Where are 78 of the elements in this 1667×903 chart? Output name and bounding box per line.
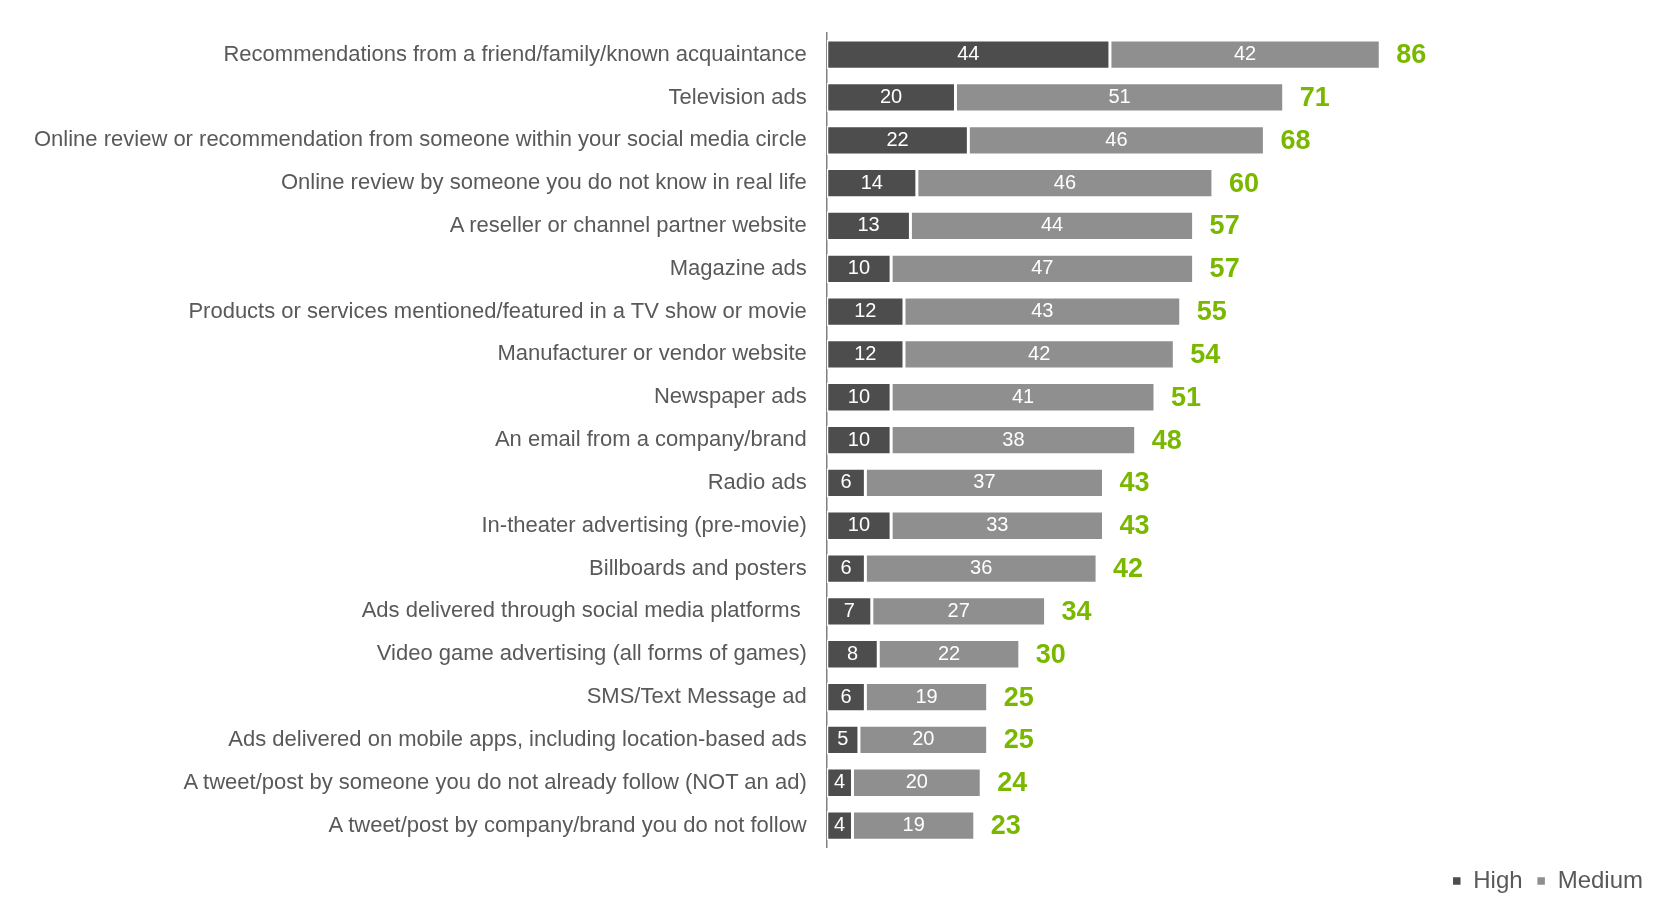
total-label: 86 — [1396, 39, 1427, 70]
total-label: 60 — [1228, 167, 1259, 198]
data-label: 8 — [846, 641, 859, 664]
y-tick-label: Video game advertising (all forms of games) — [376, 640, 807, 666]
total-label: 51 — [1170, 381, 1202, 412]
total-label: 25 — [1003, 681, 1034, 712]
y-tick-label: A tweet/post by someone you do not already follow (NOT an ad) — [183, 768, 807, 794]
total-label: 55 — [1196, 296, 1227, 327]
data-label: 7 — [843, 598, 855, 621]
y-tick-label: Ads delivered through social media platforms — [361, 597, 807, 623]
legend-label: High — [1473, 865, 1523, 893]
data-label: 10 — [847, 256, 871, 279]
data-label: 43 — [1031, 299, 1054, 322]
total-label: 68 — [1280, 124, 1311, 155]
data-label: 46 — [1105, 127, 1128, 150]
data-label: 6 — [840, 684, 852, 707]
y-tick-label: Online review or recommendation from someone within your social media circle — [34, 126, 807, 152]
total-label: 42 — [1113, 553, 1144, 584]
data-label: 10 — [847, 427, 871, 450]
y-tick-label: Manufacturer or vendor website — [497, 340, 807, 366]
y-tick-label: An email from a company/brand — [494, 426, 807, 452]
total-label: 43 — [1119, 467, 1150, 498]
data-label: 20 — [880, 84, 903, 107]
data-label: 6 — [840, 470, 852, 493]
data-label: 42 — [1028, 341, 1051, 364]
legend-label: Medium — [1557, 865, 1643, 893]
data-label: 27 — [947, 598, 970, 621]
y-tick-label: Newspaper ads — [653, 383, 807, 409]
y-tick-label: Magazine ads — [669, 254, 807, 280]
total-label: 71 — [1299, 81, 1330, 112]
y-tick-label: Recommendations from a friend/family/known acquaintance — [223, 40, 807, 66]
data-label: 51 — [1108, 84, 1131, 107]
y-tick-label: Online review by someone you do not know in real life — [280, 169, 807, 195]
y-tick-label: Television ads — [668, 83, 807, 109]
total-label: 48 — [1151, 424, 1182, 455]
data-label: 12 — [854, 299, 877, 322]
data-label: 14 — [860, 170, 883, 193]
data-label: 4 — [834, 813, 846, 836]
data-label: 42 — [1233, 42, 1257, 65]
total-label: 24 — [997, 767, 1028, 798]
data-label: 36 — [970, 556, 993, 579]
y-tick-label: A tweet/post by company/brand you do not follow — [328, 811, 807, 837]
data-label: 41 — [1011, 384, 1035, 407]
data-label: 20 — [905, 770, 928, 793]
data-label: 19 — [915, 684, 938, 707]
total-label: 23 — [990, 810, 1021, 841]
data-label: 46 — [1053, 170, 1077, 193]
data-label: 12 — [854, 341, 877, 364]
data-label: 44 — [957, 42, 980, 65]
y-tick-label: SMS/Text Message ad — [586, 683, 807, 709]
y-tick-label: Radio ads — [707, 468, 807, 494]
y-tick-label: A reseller or channel partner website — [449, 212, 807, 237]
data-label: 4 — [834, 770, 846, 793]
data-label: 10 — [847, 384, 871, 407]
data-label: 5 — [837, 727, 849, 750]
total-label: 57 — [1209, 210, 1240, 241]
data-label: 37 — [973, 470, 996, 493]
data-label: 10 — [847, 513, 871, 536]
total-label: 30 — [1035, 638, 1066, 669]
total-label: 25 — [1003, 724, 1034, 755]
data-label: 6 — [840, 556, 852, 579]
data-label: 33 — [986, 513, 1009, 536]
y-tick-label: Products or services mentioned/featured in a TV show or movie — [188, 297, 807, 323]
y-tick-label: In-theater advertising (pre-movie) — [481, 511, 807, 537]
data-label: 47 — [1031, 256, 1054, 279]
total-label: 57 — [1209, 253, 1240, 284]
data-label: 13 — [857, 213, 880, 236]
data-label: 20 — [912, 727, 935, 750]
total-label: 34 — [1061, 595, 1092, 626]
data-label: 22 — [937, 641, 961, 664]
data-label: 19 — [902, 813, 925, 836]
data-label: 22 — [886, 127, 909, 150]
y-tick-label: Ads delivered on mobile apps, including location-based ads — [228, 725, 807, 751]
data-label: 44 — [1040, 213, 1064, 236]
data-label: 38 — [1002, 427, 1025, 450]
y-tick-label: Billboards and posters — [589, 554, 807, 580]
total-label: 54 — [1190, 338, 1221, 369]
total-label: 43 — [1119, 510, 1150, 541]
